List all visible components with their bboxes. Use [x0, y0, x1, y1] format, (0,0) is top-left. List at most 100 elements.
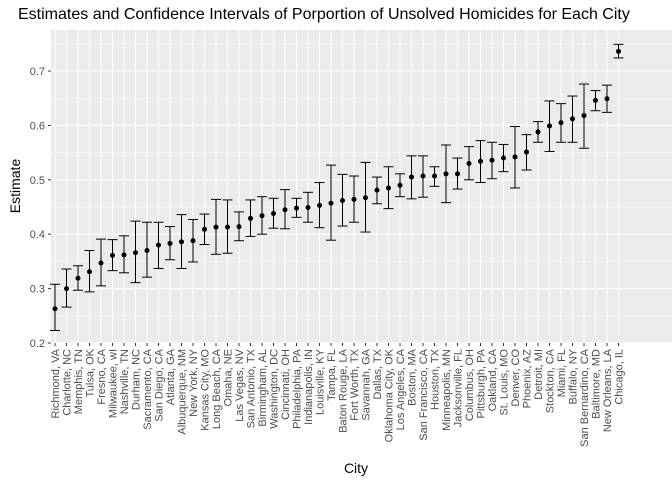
- x-tick-label: San Bernardino, CA: [579, 348, 591, 446]
- estimate-point: [317, 202, 322, 208]
- x-tick-label: San Diego, CA: [154, 348, 166, 421]
- x-axis-title: City: [344, 460, 368, 476]
- y-tick-label: 0.5: [30, 175, 45, 187]
- x-tick-label: Sacramento, CA: [142, 348, 154, 429]
- data-marks: [50, 43, 624, 331]
- estimate-point: [374, 187, 380, 193]
- x-tick-label: Savannah, GA: [361, 348, 373, 420]
- estimate-point: [87, 269, 92, 275]
- x-tick-label: Kansas City, MO: [200, 349, 212, 431]
- x-tick-label: Indianapolis, IN: [303, 349, 315, 425]
- y-axis-ticks: 0.2 0.3 0.4 0.5 0.6 0.7: [30, 66, 51, 350]
- x-tick-label: New Orleans, LA: [602, 348, 614, 432]
- x-tick-label: Tampa, FL: [326, 349, 338, 401]
- x-axis-ticks: Richmond, VA Charlotte, NC Memphis, TN Tuls…: [50, 343, 626, 447]
- estimate-point: [202, 226, 207, 232]
- estimate-point: [443, 171, 449, 177]
- x-tick-label: Long Beach, CA: [211, 348, 223, 429]
- estimate-point: [144, 248, 150, 254]
- estimate-point: [512, 154, 518, 160]
- x-tick-label: Buffalo, NY: [568, 348, 580, 404]
- x-tick-label: Detroit, MI: [533, 349, 545, 400]
- x-tick-label: Nashville, TN: [119, 349, 131, 414]
- x-tick-label: Denver, CO: [510, 349, 522, 407]
- estimate-point: [604, 96, 610, 102]
- x-tick-label: Minneapolis, MN: [441, 349, 453, 431]
- x-tick-label: Washington, DC: [269, 349, 281, 429]
- x-tick-label: Tulsa, OK: [85, 348, 97, 397]
- estimate-point: [455, 171, 460, 177]
- x-tick-label: Stockton, CA: [545, 348, 557, 413]
- estimate-point: [409, 174, 414, 180]
- estimate-point: [156, 242, 161, 248]
- y-tick-label: 0.6: [30, 120, 45, 132]
- estimate-point: [75, 275, 81, 281]
- x-tick-label: Boston, MA: [407, 348, 419, 406]
- estimate-point: [524, 149, 529, 155]
- estimate-point: [294, 205, 299, 211]
- x-tick-label: Richmond, VA: [50, 348, 62, 418]
- x-tick-label: Omaha, NE: [223, 349, 235, 406]
- x-tick-label: Chicago, IL: [614, 349, 626, 405]
- x-tick-label: Memphis, TN: [73, 349, 85, 414]
- x-tick-label: San Antonio, TX: [246, 348, 258, 428]
- estimate-point: [236, 224, 242, 230]
- x-tick-label: Fresno, CA: [96, 348, 108, 404]
- estimate-point: [248, 215, 253, 221]
- x-tick-label: Los Angeles, CA: [395, 348, 407, 430]
- x-tick-label: Dallas, TX: [372, 348, 384, 399]
- estimate-point: [570, 116, 575, 122]
- estimate-point: [478, 158, 483, 164]
- estimate-point: [133, 250, 138, 256]
- estimate-point: [259, 213, 265, 219]
- y-tick-label: 0.4: [30, 229, 45, 241]
- estimate-point: [271, 211, 276, 217]
- x-tick-label: Oklahoma City, OK: [384, 348, 396, 442]
- estimate-point: [167, 240, 173, 246]
- x-tick-label: Cincinnati, OH: [280, 349, 292, 420]
- estimate-point: [386, 185, 391, 191]
- estimate-point: [432, 173, 437, 179]
- x-tick-label: Baltimore, MD: [591, 349, 603, 419]
- estimate-point: [363, 195, 368, 201]
- x-tick-label: Las Vegas, NV: [234, 348, 246, 421]
- x-tick-label: Columbus, OH: [464, 349, 476, 421]
- estimate-point: [213, 224, 219, 230]
- estimate-point: [282, 207, 288, 213]
- y-tick-label: 0.7: [30, 66, 45, 78]
- x-tick-label: Atlanta, GA: [165, 348, 177, 405]
- x-tick-label: Charlotte, NC: [62, 349, 74, 416]
- estimate-point: [340, 197, 345, 203]
- estimate-point: [225, 224, 230, 230]
- x-tick-label: Phoenix, AZ: [522, 349, 534, 409]
- estimate-point: [420, 173, 426, 179]
- x-tick-label: Oakland, CA: [487, 348, 499, 411]
- x-tick-label: St. Louis, MO: [499, 349, 511, 416]
- estimate-point: [305, 205, 311, 211]
- estimate-point: [179, 239, 184, 245]
- estimate-point: [558, 120, 564, 126]
- estimate-point: [351, 196, 357, 202]
- estimate-point: [52, 306, 58, 312]
- estimate-point: [397, 182, 403, 188]
- estimate-point: [501, 155, 506, 161]
- x-tick-label: Milwaukee, wI: [108, 349, 120, 418]
- estimate-point: [547, 123, 552, 129]
- estimate-point: [489, 157, 495, 163]
- estimate-point: [110, 252, 115, 258]
- x-tick-label: Miami, FL: [556, 349, 568, 397]
- x-tick-label: Pittsburgh, PA: [476, 348, 488, 418]
- x-tick-label: Houston, TX: [430, 348, 442, 410]
- x-tick-label: Jacksonville, FL: [453, 349, 465, 427]
- x-tick-label: Fort Worth, TX: [349, 348, 361, 420]
- estimate-point: [535, 129, 541, 135]
- chart-title: Estimates and Confidence Intervals of Po…: [18, 6, 630, 23]
- x-tick-label: Philadelphia, PA: [292, 348, 304, 429]
- y-tick-label: 0.3: [30, 284, 45, 296]
- x-tick-label: Durham, NC: [131, 349, 143, 410]
- x-tick-label: San Francisco, CA: [418, 348, 430, 440]
- estimate-point: [581, 113, 587, 119]
- estimate-point: [190, 238, 196, 244]
- x-tick-label: Baton Rouge, LA: [338, 348, 350, 432]
